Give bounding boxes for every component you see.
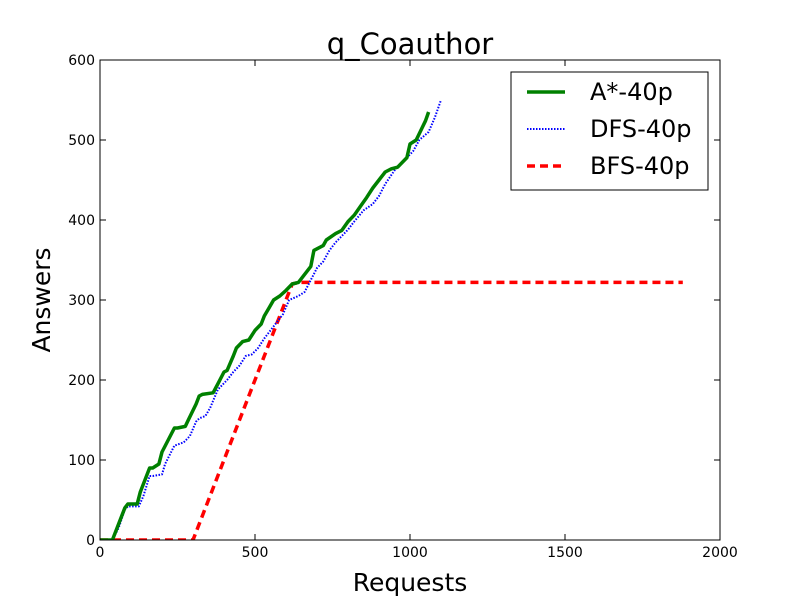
y-axis-label: Answers xyxy=(27,247,56,352)
y-tick-label: 300 xyxy=(68,293,95,309)
legend-label-bfs-40p: BFS-40p xyxy=(590,152,690,180)
legend: A*-40p DFS-40p BFS-40p xyxy=(510,71,709,191)
y-tick-label: 100 xyxy=(68,453,95,469)
x-tick-label: 1000 xyxy=(392,545,428,561)
y-tick-label: 0 xyxy=(86,533,95,549)
x-axis-label: Requests xyxy=(353,568,468,597)
series-line-bfs-40p xyxy=(100,280,683,540)
chart-title: q_Coauthor xyxy=(327,27,494,61)
legend-label-dfs-40p: DFS-40p xyxy=(590,115,692,143)
plot-area: 0 500 1000 1500 2000 0 100 200 300 400 500 600 xyxy=(68,53,738,561)
x-tick-label: 500 xyxy=(242,545,269,561)
y-tick-label: 400 xyxy=(68,213,95,229)
legend-label-a-40p: A*-40p xyxy=(590,78,673,106)
x-tick-label: 1500 xyxy=(547,545,583,561)
y-tick-label: 500 xyxy=(68,133,95,149)
x-tick-label: 2000 xyxy=(702,545,738,561)
y-tick-label: 200 xyxy=(68,373,95,389)
y-tick-label: 600 xyxy=(68,53,95,69)
series-line-dfs-40p xyxy=(100,99,442,540)
x-tick-label: 0 xyxy=(96,545,105,561)
series-lines xyxy=(100,99,683,540)
series-line-a-40p xyxy=(100,111,431,540)
